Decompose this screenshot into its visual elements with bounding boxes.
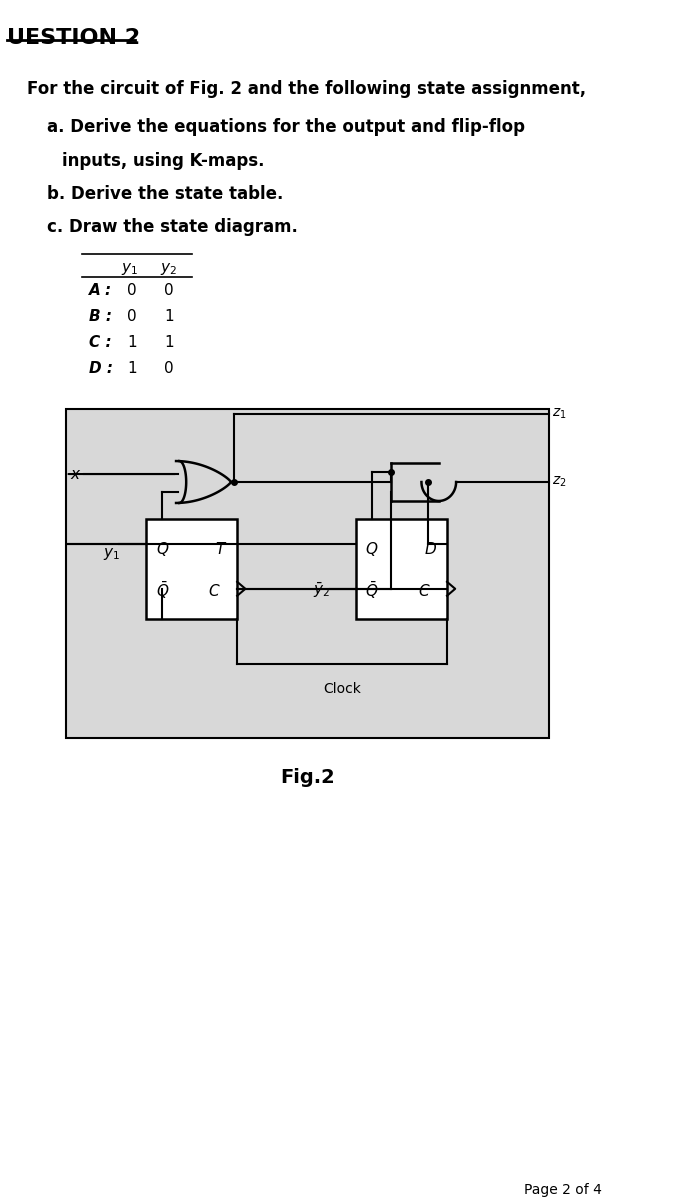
Text: $\bar{Q}$: $\bar{Q}$: [156, 581, 169, 601]
Bar: [146, 518, 237, 619]
Text: 1: 1: [128, 361, 137, 377]
Text: A :: A :: [89, 283, 113, 299]
Text: $\bar{Q}$: $\bar{Q}$: [365, 581, 379, 601]
Text: 0: 0: [128, 310, 137, 324]
Text: 1: 1: [164, 335, 173, 350]
Text: $Q$: $Q$: [365, 540, 379, 558]
Text: 1: 1: [164, 310, 173, 324]
Text: For the circuit of Fig. 2 and the following state assignment,: For the circuit of Fig. 2 and the follow…: [28, 80, 587, 98]
Text: $z_1$: $z_1$: [552, 407, 566, 421]
Bar: [65, 409, 549, 738]
Text: $D$: $D$: [424, 541, 437, 557]
Text: Clock: Clock: [323, 682, 361, 696]
Text: UESTION 2: UESTION 2: [7, 28, 140, 48]
Text: $\bar{y}_2$: $\bar{y}_2$: [313, 581, 330, 600]
Text: $C$: $C$: [208, 583, 221, 599]
Bar: [356, 518, 447, 619]
Text: D :: D :: [89, 361, 113, 377]
Text: $y_1$: $y_1$: [121, 262, 138, 277]
Text: a. Derive the equations for the output and flip-flop: a. Derive the equations for the output a…: [47, 118, 525, 136]
Text: $C$: $C$: [418, 583, 431, 599]
Text: $x$: $x$: [70, 467, 82, 481]
Text: 0: 0: [164, 283, 173, 299]
Text: 0: 0: [128, 283, 137, 299]
Text: 0: 0: [164, 361, 173, 377]
Text: B :: B :: [89, 310, 113, 324]
Text: $T$: $T$: [215, 541, 227, 557]
Text: $y_2$: $y_2$: [160, 262, 178, 277]
Text: c. Draw the state diagram.: c. Draw the state diagram.: [47, 217, 298, 235]
Text: inputs, using K-maps.: inputs, using K-maps.: [62, 151, 265, 169]
Text: C :: C :: [89, 335, 112, 350]
Text: Fig.2: Fig.2: [280, 768, 335, 787]
Text: b. Derive the state table.: b. Derive the state table.: [47, 185, 284, 203]
Text: $z_2$: $z_2$: [552, 475, 566, 490]
Text: Page 2 of 4: Page 2 of 4: [524, 1182, 602, 1196]
Text: $y_1$: $y_1$: [103, 546, 120, 562]
Text: $Q$: $Q$: [156, 540, 169, 558]
Text: 1: 1: [128, 335, 137, 350]
